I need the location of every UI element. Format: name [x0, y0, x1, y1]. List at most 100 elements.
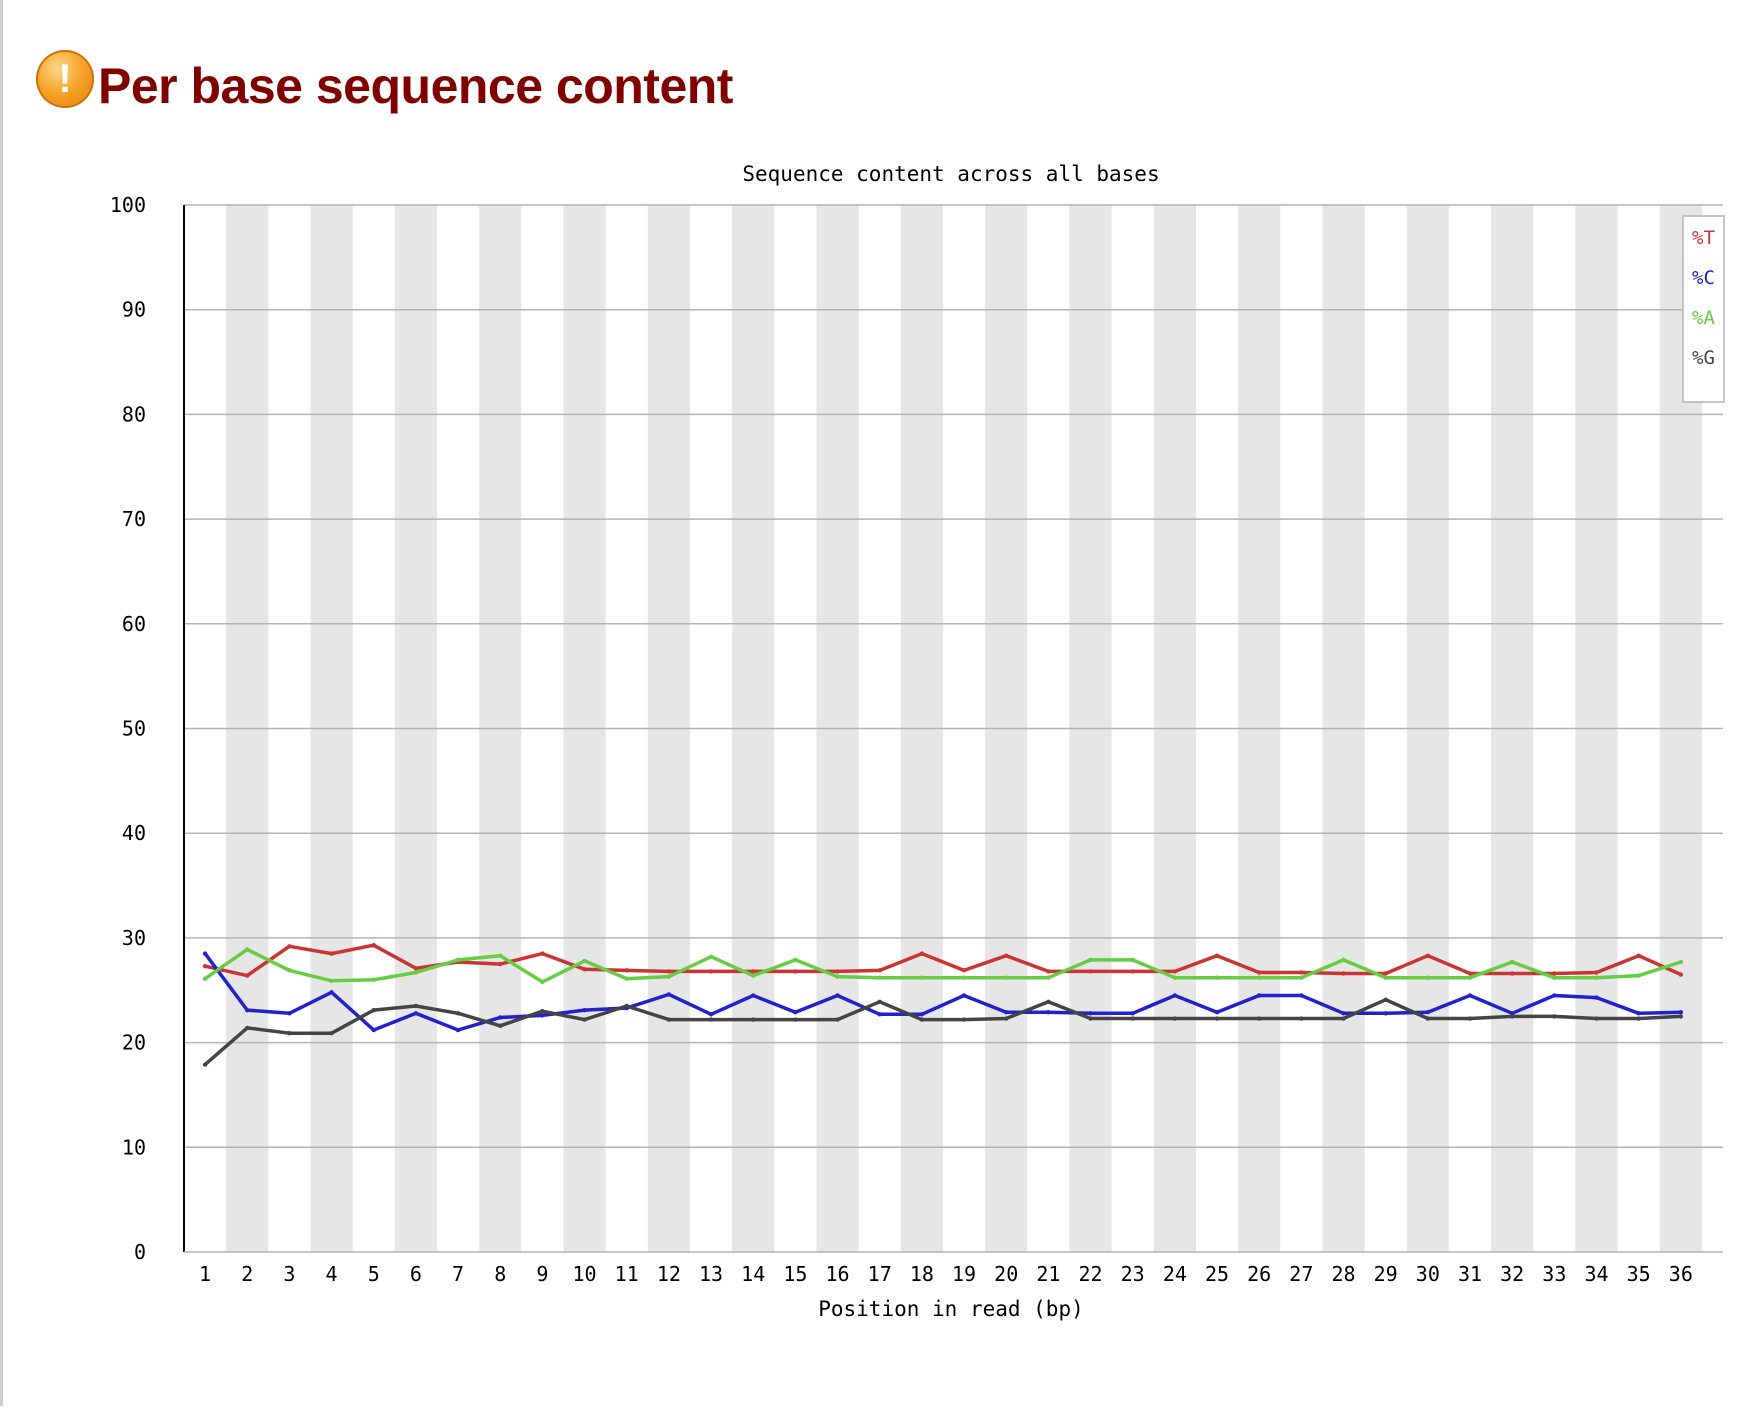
data-point — [1256, 993, 1262, 998]
data-point — [1467, 971, 1473, 976]
y-tick-label: 90 — [122, 298, 146, 322]
data-point — [1046, 975, 1051, 980]
data-point — [498, 1023, 503, 1029]
data-point — [498, 953, 503, 958]
data-point — [413, 1011, 419, 1016]
data-point — [793, 969, 798, 974]
x-tick-label: 15 — [783, 1262, 807, 1286]
data-point — [793, 1017, 798, 1022]
data-point — [1467, 975, 1473, 980]
data-point — [1425, 1010, 1431, 1015]
x-tick-label: 19 — [952, 1262, 976, 1286]
warning-icon: ! — [36, 50, 94, 108]
data-point — [287, 1030, 292, 1036]
x-tick-label: 24 — [1163, 1262, 1187, 1286]
x-tick-label: 28 — [1331, 1262, 1355, 1286]
data-point — [1383, 971, 1388, 976]
data-point — [666, 1017, 672, 1022]
data-point — [1341, 957, 1346, 963]
y-tick-label: 40 — [122, 821, 146, 845]
data-point — [1130, 969, 1135, 974]
data-point — [245, 1025, 250, 1031]
data-point — [1636, 1016, 1641, 1021]
legend-entry: %G — [1692, 347, 1715, 369]
data-point — [455, 1027, 461, 1033]
data-point — [961, 993, 967, 998]
data-point — [329, 990, 334, 995]
data-point — [877, 975, 882, 980]
x-tick-label: 1 — [199, 1262, 211, 1286]
x-tick-label: 17 — [868, 1262, 892, 1286]
data-point — [1636, 953, 1641, 958]
data-point — [1636, 973, 1641, 978]
axes — [183, 205, 1723, 1253]
data-point — [1594, 970, 1599, 975]
data-point — [751, 973, 756, 978]
x-tick-label: 14 — [741, 1262, 765, 1286]
data-point — [1509, 959, 1515, 965]
data-point — [371, 977, 376, 982]
data-point — [1509, 1011, 1515, 1016]
legend-entry: %A — [1692, 307, 1715, 329]
data-point — [287, 968, 292, 973]
data-point — [413, 1003, 419, 1009]
data-point — [1172, 975, 1178, 980]
x-tick-label: 9 — [536, 1262, 548, 1286]
data-point — [1341, 1016, 1346, 1021]
data-point — [1046, 969, 1051, 974]
data-point — [708, 954, 714, 959]
data-point — [413, 966, 419, 971]
data-point — [202, 963, 208, 969]
data-point — [1046, 999, 1051, 1004]
x-tick-label: 8 — [494, 1262, 506, 1286]
data-point — [1299, 1016, 1304, 1021]
data-point — [1214, 1016, 1220, 1021]
data-point — [1425, 975, 1431, 980]
data-point — [329, 978, 334, 984]
data-point — [835, 974, 840, 979]
x-tick-label: 29 — [1374, 1262, 1398, 1286]
data-point — [1552, 971, 1557, 976]
data-point — [1256, 975, 1262, 980]
data-point — [1552, 975, 1557, 980]
data-point — [708, 1017, 714, 1022]
data-point — [1004, 1016, 1009, 1021]
series-line-pct-g — [203, 997, 1681, 1066]
data-point — [1636, 1011, 1641, 1016]
data-point — [793, 957, 798, 963]
series-lines — [202, 943, 1684, 1067]
x-tick-label: 34 — [1584, 1262, 1608, 1286]
data-point — [877, 999, 882, 1004]
series-line-pct-a — [204, 947, 1682, 984]
data-point — [1552, 993, 1557, 998]
data-point — [961, 968, 967, 973]
data-point — [1383, 975, 1388, 980]
x-tick-label: 5 — [368, 1262, 380, 1286]
data-point — [751, 969, 756, 974]
data-point — [582, 1017, 587, 1022]
data-point — [582, 1007, 587, 1013]
x-tick-label: 3 — [283, 1262, 295, 1286]
x-tick-label: 18 — [910, 1262, 934, 1286]
data-point — [540, 1013, 545, 1018]
data-point — [329, 1030, 334, 1036]
x-tick-label: 33 — [1542, 1262, 1566, 1286]
data-point — [540, 1008, 545, 1014]
data-point — [1004, 953, 1009, 958]
x-tick-label: 7 — [452, 1262, 464, 1286]
data-point — [245, 1007, 250, 1013]
data-point — [202, 951, 208, 956]
data-point — [582, 958, 587, 964]
x-tick-label: 35 — [1627, 1262, 1651, 1286]
data-point — [1172, 969, 1178, 974]
data-point — [202, 1062, 208, 1067]
data-point — [413, 970, 419, 975]
data-point — [245, 947, 250, 952]
legend: %T %C %A %G — [1682, 215, 1725, 403]
data-point — [540, 951, 545, 956]
x-tick-label: 10 — [573, 1262, 597, 1286]
data-point — [1088, 957, 1093, 963]
data-point — [1130, 1016, 1135, 1021]
data-point — [624, 976, 629, 981]
